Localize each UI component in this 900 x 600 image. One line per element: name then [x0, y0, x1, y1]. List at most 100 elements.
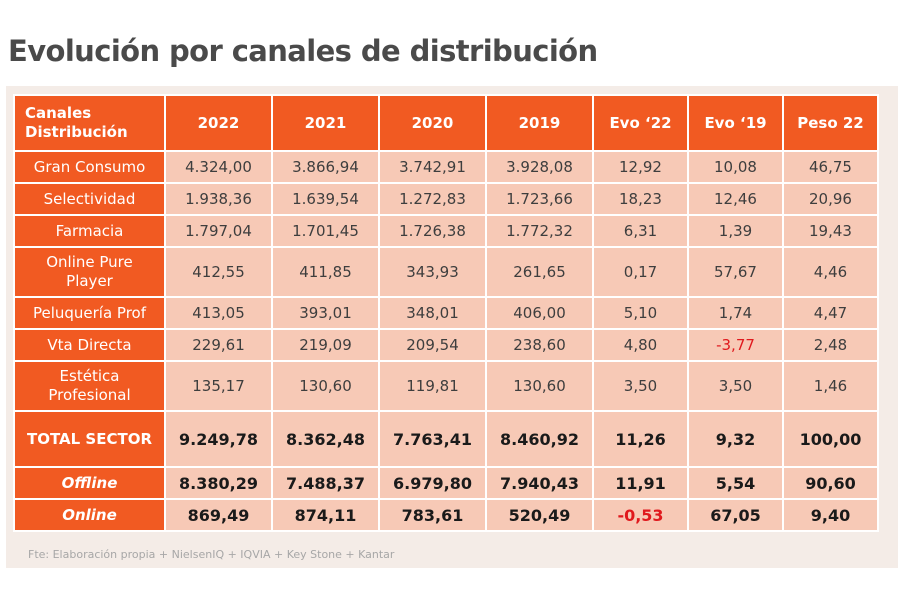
- header-evo-19: Evo ‘19: [687, 94, 784, 152]
- header-channels-line2: Distribución: [25, 123, 128, 141]
- source-note: Fte: Elaboración propia + NielsenIQ + IQ…: [28, 548, 395, 561]
- row-label: Vta Directa: [13, 328, 166, 362]
- table-cell: 10,08: [687, 150, 784, 184]
- table-cell: 1.772,32: [485, 214, 594, 248]
- table-cell: 12,46: [687, 182, 784, 216]
- table-cell: 130,60: [271, 360, 380, 412]
- table-cell: 4,80: [592, 328, 689, 362]
- row-label-line: Online: [62, 505, 117, 524]
- row-label-line: Online Pure: [46, 253, 133, 271]
- table-cell: 3,50: [687, 360, 784, 412]
- table-cell: 393,01: [271, 296, 380, 330]
- table-cell: 9.249,78: [164, 410, 273, 468]
- row-label: Farmacia: [13, 214, 166, 248]
- table-cell: 4,47: [782, 296, 879, 330]
- row-label-line: TOTAL SECTOR: [26, 429, 153, 448]
- table-cell: 9,32: [687, 410, 784, 468]
- table-row-farmacia: Farmacia 1.797,04 1.701,45 1.726,38 1.772,32…: [13, 214, 879, 248]
- row-label: Online Pure Player: [13, 246, 166, 298]
- table-row-total-sector: TOTAL SECTOR 9.249,78 8.362,48 7.763,41 8.46…: [13, 410, 879, 468]
- table-cell: 5,10: [592, 296, 689, 330]
- table-cell: 520,49: [485, 498, 594, 532]
- table-cell: 229,61: [164, 328, 273, 362]
- table-cell: 1.938,36: [164, 182, 273, 216]
- header-2019: 2019: [485, 94, 594, 152]
- table-cell: 7.763,41: [378, 410, 487, 468]
- table-cell: 130,60: [485, 360, 594, 412]
- row-label-line: Offline: [61, 473, 118, 492]
- table-cell: 1.701,45: [271, 214, 380, 248]
- table-cell: 8.460,92: [485, 410, 594, 468]
- row-label: Online: [13, 498, 166, 532]
- row-label: Selectividad: [13, 182, 166, 216]
- table-cell: 2,48: [782, 328, 879, 362]
- table-cell: 4.324,00: [164, 150, 273, 184]
- table-cell: 1.639,54: [271, 182, 380, 216]
- table-cell: 12,92: [592, 150, 689, 184]
- table-cell: 348,01: [378, 296, 487, 330]
- header-row: Canales Distribución 2022 2021 2020 2019 …: [13, 94, 879, 152]
- table-cell: 9,40: [782, 498, 879, 532]
- header-evo-22: Evo ‘22: [592, 94, 689, 152]
- table-row-estetica-profesional: Estética Profesional 135,17 130,60 119,81 130…: [13, 360, 879, 412]
- table-cell: 8.380,29: [164, 466, 273, 500]
- table-row-gran-consumo: Gran Consumo 4.324,00 3.866,94 3.742,91 3.92…: [13, 150, 879, 184]
- row-label-line: Player: [66, 272, 113, 290]
- table-cell: 3,50: [592, 360, 689, 412]
- table-row-online-pure-player: Online Pure Player 412,55 411,85 343,93 261,6…: [13, 246, 879, 298]
- table-cell: 8.362,48: [271, 410, 380, 468]
- row-label-line: Vta Directa: [47, 335, 132, 354]
- row-label: Gran Consumo: [13, 150, 166, 184]
- table-cell: 7.488,37: [271, 466, 380, 500]
- table-cell: 219,09: [271, 328, 380, 362]
- table-cell: 1.797,04: [164, 214, 273, 248]
- table-cell: 119,81: [378, 360, 487, 412]
- header-peso-22: Peso 22: [782, 94, 879, 152]
- table-cell: 783,61: [378, 498, 487, 532]
- row-label-line: Peluquería Prof: [32, 303, 147, 322]
- table-cell: 406,00: [485, 296, 594, 330]
- table-cell: 874,11: [271, 498, 380, 532]
- header-2020: 2020: [378, 94, 487, 152]
- table-cell: -0,53: [592, 498, 689, 532]
- distribution-channels-table: Canales Distribución 2022 2021 2020 2019 …: [13, 94, 879, 532]
- row-label: Peluquería Prof: [13, 296, 166, 330]
- table-cell: 90,60: [782, 466, 879, 500]
- row-label-line: Gran Consumo: [33, 157, 146, 176]
- table-cell: 1.726,38: [378, 214, 487, 248]
- row-label-line: Farmacia: [55, 221, 124, 240]
- table-cell: 1,74: [687, 296, 784, 330]
- table-cell: 3.866,94: [271, 150, 380, 184]
- table-cell: 261,65: [485, 246, 594, 298]
- table-cell: 100,00: [782, 410, 879, 468]
- table-cell: 4,46: [782, 246, 879, 298]
- table-row-selectividad: Selectividad 1.938,36 1.639,54 1.272,83 1.72…: [13, 182, 879, 216]
- table-cell: 11,26: [592, 410, 689, 468]
- table-cell: 135,17: [164, 360, 273, 412]
- table-cell: 67,05: [687, 498, 784, 532]
- table-cell: 6.979,80: [378, 466, 487, 500]
- table-cell: 18,23: [592, 182, 689, 216]
- row-label-line: Profesional: [48, 386, 131, 404]
- row-label-line: Estética: [59, 367, 120, 385]
- table-cell: 1.272,83: [378, 182, 487, 216]
- table-row-vta-directa: Vta Directa 229,61 219,09 209,54 238,60 4,80-…: [13, 328, 879, 362]
- table-row-peluqueria-prof: Peluquería Prof 413,05 393,01 348,01 406,00 5…: [13, 296, 879, 330]
- table-cell: 1.723,66: [485, 182, 594, 216]
- row-label-line: Selectividad: [43, 189, 136, 208]
- table-cell: 869,49: [164, 498, 273, 532]
- header-2021: 2021: [271, 94, 380, 152]
- table-cell: 20,96: [782, 182, 879, 216]
- table-cell: 3.742,91: [378, 150, 487, 184]
- page-title: Evolución por canales de distribución: [8, 34, 598, 68]
- table-cell: 11,91: [592, 466, 689, 500]
- table-cell: 5,54: [687, 466, 784, 500]
- table-cell: 1,46: [782, 360, 879, 412]
- table-cell: 19,43: [782, 214, 879, 248]
- table-cell: 46,75: [782, 150, 879, 184]
- header-channels: Canales Distribución: [13, 94, 166, 152]
- row-label: TOTAL SECTOR: [13, 410, 166, 468]
- table-cell: 0,17: [592, 246, 689, 298]
- table-cell: -3,77: [687, 328, 784, 362]
- table-cell: 1,39: [687, 214, 784, 248]
